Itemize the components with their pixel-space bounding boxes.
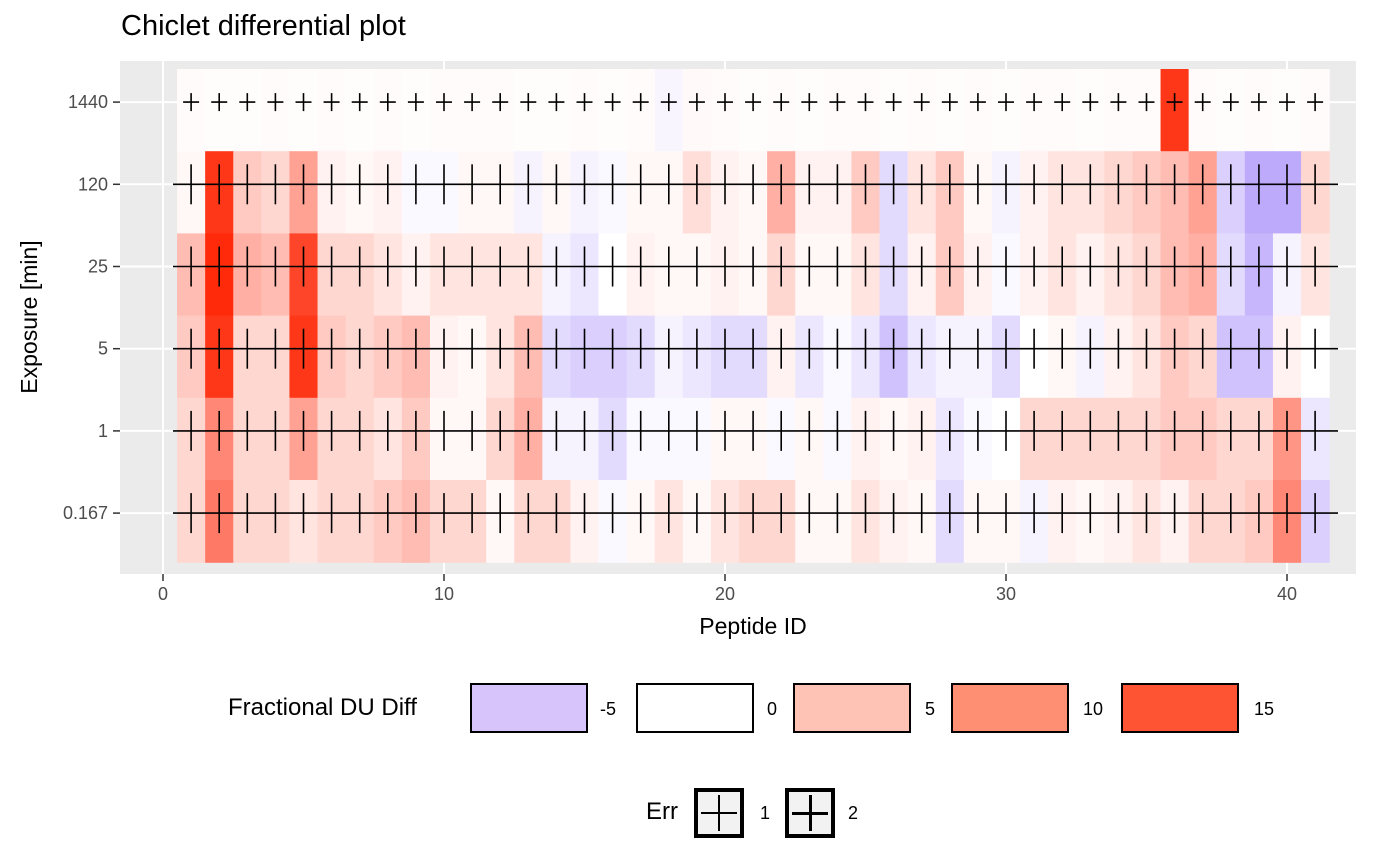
legend-key-15 — [1121, 683, 1239, 733]
x-tick-label: 30 — [996, 584, 1016, 604]
chiclet-plot: 0 10 20 30 40 1440 120 25 5 1 0.167 Peptide ID Ex… — [16, 61, 1356, 639]
legend-key-5 — [793, 683, 911, 733]
err-label-1: 1 — [760, 803, 771, 823]
legend-label-minus5: -5 — [600, 699, 617, 719]
legend-label-15: 15 — [1254, 699, 1275, 719]
legend-label-10: 10 — [1083, 699, 1104, 719]
y-tick-label: 5 — [98, 339, 108, 359]
legend-key-minus5 — [470, 683, 588, 733]
y-axis-title: Exposure [min] — [16, 240, 42, 393]
x-tick-label: 40 — [1277, 584, 1297, 604]
heatmap-cells — [177, 69, 1330, 563]
err-legend: Err 1 2 — [0, 785, 1400, 841]
y-tick-label: 1 — [98, 421, 108, 441]
err-legend-title: Err — [646, 798, 678, 825]
x-tick-label: 20 — [715, 584, 735, 604]
error-crosses — [173, 93, 1338, 534]
legend-key-0 — [636, 683, 754, 733]
err-key-2 — [785, 788, 835, 838]
y-tick-label: 25 — [88, 257, 108, 277]
y-tick-label: 1440 — [68, 92, 108, 112]
y-tick-label: 0.167 — [63, 503, 108, 523]
x-axis-title: Peptide ID — [699, 613, 806, 639]
legend-label-5: 5 — [925, 699, 936, 719]
err-key-1 — [694, 788, 744, 838]
x-tick-label: 0 — [158, 584, 168, 604]
x-tick-label: 10 — [434, 584, 454, 604]
fill-legend-title: Fractional DU Diff — [228, 694, 417, 721]
fill-legend: Fractional DU Diff -5 0 5 10 15 — [0, 680, 1400, 736]
legend-label-0: 0 — [767, 699, 778, 719]
err-label-2: 2 — [848, 803, 859, 823]
chart-title: Chiclet differential plot — [121, 10, 406, 42]
legend-key-10 — [951, 683, 1069, 733]
x-axis: 0 10 20 30 40 — [158, 574, 1297, 604]
y-axis: 1440 120 25 5 1 0.167 — [63, 92, 120, 523]
y-tick-label: 120 — [78, 174, 108, 194]
